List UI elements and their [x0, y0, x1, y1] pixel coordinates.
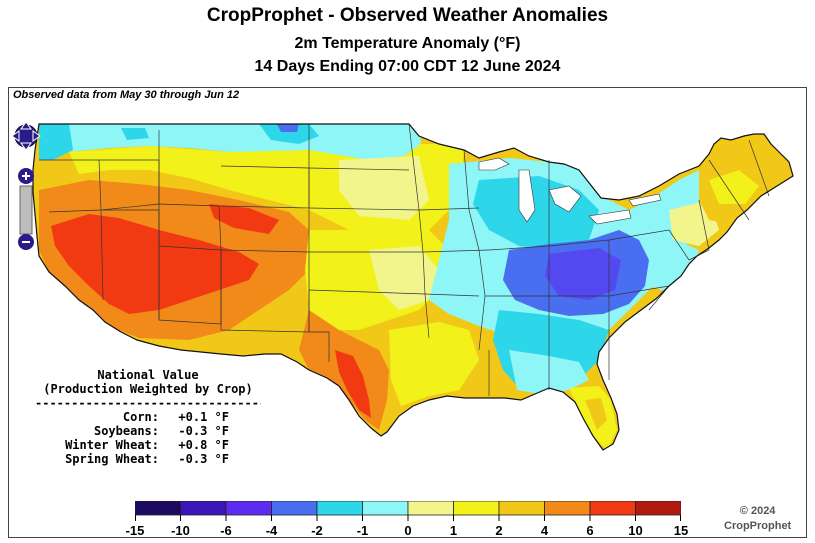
- pacific-northwest-cool: [39, 124, 73, 160]
- map-subtitle: 2m Temperature Anomaly (°F): [294, 35, 521, 52]
- colorado-hot-patch: [209, 204, 279, 234]
- national-value-box: National Value (Production Weighted by C…: [35, 368, 261, 466]
- legend-tick-label: 2: [495, 523, 503, 538]
- us-anomaly-map[interactable]: [9, 100, 806, 500]
- legend-tick-label: -10: [171, 523, 190, 538]
- north-cyan-patch: [121, 124, 319, 144]
- legend-swatch: [135, 501, 181, 516]
- zoom-out-icon[interactable]: [18, 234, 34, 250]
- legend-swatch: [407, 501, 454, 516]
- legend-swatch: [316, 501, 363, 516]
- crop-label: Soybeans:: [93, 424, 159, 438]
- legend-tick-label: 10: [628, 523, 643, 538]
- legend-tick-label: 4: [540, 523, 549, 538]
- observed-note: Observed data from May 30 through Jun 12: [13, 89, 240, 101]
- national-heading: National Value: [97, 368, 199, 382]
- crop-label: Corn:: [122, 410, 159, 424]
- mid-atlantic-cool: [649, 240, 699, 292]
- crop-value: +0.8 °F: [178, 438, 229, 452]
- page-title: CropProphet - Observed Weather Anomalies: [206, 5, 609, 26]
- legend-tick-label: -6: [220, 523, 232, 538]
- national-row-corn: Corn: +0.1 °F: [35, 410, 261, 424]
- legend-tick-label: -2: [311, 523, 323, 538]
- map-period: 14 Days Ending 07:00 CDT 12 June 2024: [254, 58, 561, 75]
- legend-tick-label: -4: [265, 523, 278, 538]
- legend-swatch: [180, 501, 227, 516]
- zoom-in-icon[interactable]: [18, 168, 34, 184]
- crop-value: -0.3 °F: [178, 424, 229, 438]
- zoom-slider-track[interactable]: [19, 185, 33, 235]
- copyright-year: © 2024: [739, 505, 776, 517]
- legend-swatch: [498, 501, 545, 516]
- montana-blue-patch: [277, 124, 299, 132]
- kentucky-cold-core: [545, 248, 621, 300]
- national-row-winter-wheat: Winter Wheat: +0.8 °F: [35, 438, 261, 452]
- national-separator: --------------------------------: [35, 396, 261, 410]
- legend-swatch: [589, 501, 636, 516]
- crop-label: Spring Wheat:: [65, 452, 159, 466]
- legend-tick-label: 15: [673, 523, 689, 538]
- national-row-spring-wheat: Spring Wheat: -0.3 °F: [35, 452, 261, 466]
- legend-swatch: [225, 501, 272, 516]
- legend-tick-label: -1: [356, 523, 369, 538]
- legend-swatch: [635, 501, 681, 516]
- pan-control[interactable]: [11, 121, 41, 151]
- copyright-owner: CropProphet: [724, 520, 792, 532]
- legend-tick-label: 6: [586, 523, 594, 538]
- texas-hot-patch: [285, 350, 371, 418]
- florida-warm-patch: [585, 398, 607, 430]
- east-texas-yellow: [389, 322, 479, 406]
- national-subheading: (Production Weighted by Crop): [43, 382, 253, 396]
- legend-tick-label: 0: [404, 523, 412, 538]
- crop-value: -0.3 °F: [178, 452, 229, 466]
- legend-tick-label: -15: [125, 523, 145, 538]
- national-row-soybeans: Soybeans: -0.3 °F: [35, 424, 261, 438]
- legend-swatch: [453, 501, 500, 516]
- crop-label: Winter Wheat:: [65, 438, 159, 452]
- legend-swatch: [362, 501, 409, 516]
- color-legend: [135, 501, 681, 521]
- state-borders: [39, 123, 770, 396]
- copyright: © 2024 CropProphet: [724, 504, 791, 534]
- legend-swatch: [271, 501, 318, 516]
- dakotas-mild: [339, 156, 429, 220]
- map-frame: [8, 87, 807, 538]
- crop-value: +0.1 °F: [178, 410, 229, 424]
- legend-swatch: [544, 501, 591, 516]
- us-outline: [32, 123, 794, 451]
- map-navigation-controls[interactable]: [8, 120, 48, 260]
- great-lakes: [478, 157, 662, 225]
- legend-tick-label: 1: [449, 523, 458, 538]
